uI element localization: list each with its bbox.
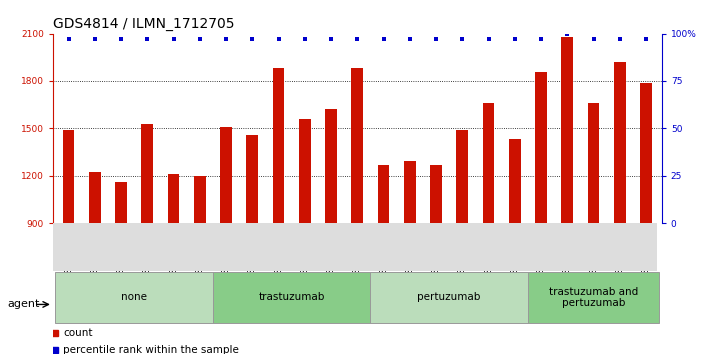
Bar [377,165,389,223]
Bar [509,139,521,223]
Text: agent: agent [7,299,39,309]
Bar [142,124,153,223]
Bar [483,103,494,223]
Bar [168,174,180,223]
Bar [535,72,547,223]
Bar [561,37,573,223]
Bar [246,135,258,223]
Bar [614,62,626,223]
Bar [588,103,599,223]
Bar [115,182,127,223]
Bar [430,165,442,223]
Bar [325,109,337,223]
Bar [63,130,75,223]
Text: trastuzumab and
pertuzumab: trastuzumab and pertuzumab [549,286,638,308]
Bar [89,172,101,223]
Bar [220,127,232,223]
Text: none: none [121,292,147,302]
Bar [272,68,284,223]
Bar [404,161,415,223]
Bar [640,82,652,223]
FancyBboxPatch shape [213,272,370,323]
Bar [299,119,310,223]
FancyBboxPatch shape [370,272,528,323]
FancyBboxPatch shape [56,272,213,323]
Text: GDS4814 / ILMN_1712705: GDS4814 / ILMN_1712705 [53,17,234,31]
Text: trastuzumab: trastuzumab [258,292,325,302]
Bar [456,130,468,223]
Text: percentile rank within the sample: percentile rank within the sample [63,345,239,354]
Bar [351,68,363,223]
Text: count: count [63,328,93,338]
FancyBboxPatch shape [528,272,659,323]
Bar [194,176,206,223]
Text: pertuzumab: pertuzumab [417,292,481,302]
